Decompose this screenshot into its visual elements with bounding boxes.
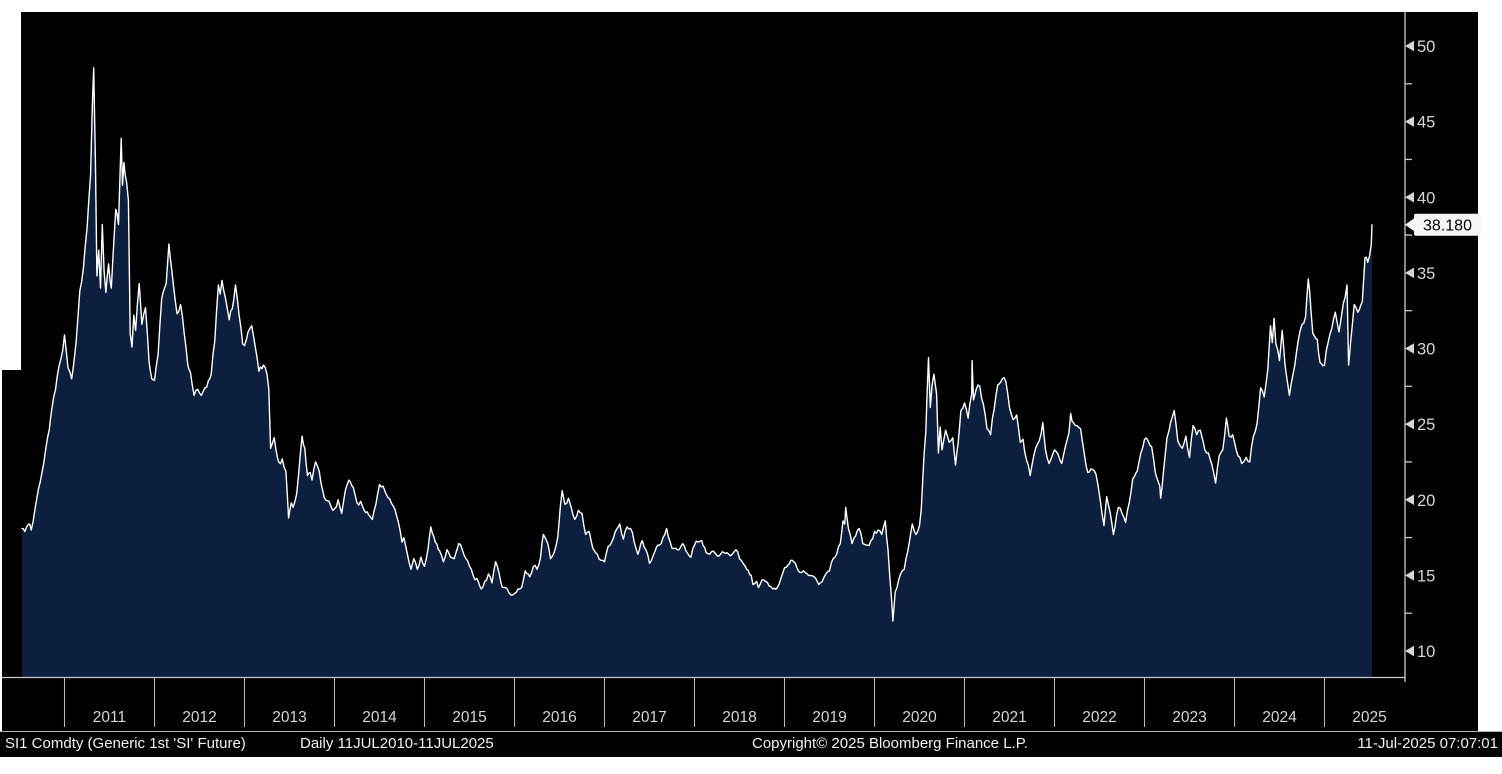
paste-margin-left [0,0,21,370]
x-year-label-2017: 2017 [632,709,666,726]
x-year-label-2015: 2015 [452,709,486,726]
x-year-label-2018: 2018 [722,709,756,726]
x-year-label-2020: 2020 [902,709,937,726]
last-price-bubble-arrow-icon [1405,217,1415,232]
y-tick-arrow-icon [1405,343,1414,354]
y-axis-label-30: 30 [1417,341,1435,359]
y-axis-label-20: 20 [1417,492,1435,510]
y-tick-arrow-icon [1405,40,1414,52]
y-tick-arrow-icon [1405,418,1414,430]
footer-instrument: SI1 Comdty (Generic 1st 'SI' Future) [5,735,246,752]
y-axis-label-35: 35 [1417,265,1435,283]
x-year-label-2013: 2013 [272,709,306,726]
x-year-label-2011: 2011 [93,709,126,726]
x-year-label-2023: 2023 [1172,709,1206,726]
x-year-label-2022: 2022 [1082,709,1116,726]
footer-bar: SI1 Comdty (Generic 1st 'SI' Future) Dai… [0,731,1502,757]
y-tick-arrow-icon [1405,645,1414,657]
x-year-label-2012: 2012 [182,709,216,726]
y-tick-arrow-icon [1405,570,1414,581]
price-line [21,67,1373,622]
y-axis-label-50: 50 [1417,38,1435,56]
y-tick-arrow-icon [1405,494,1414,505]
y-axis-label-10: 10 [1417,643,1435,661]
x-year-label-2025: 2025 [1352,709,1386,726]
price-area-fill [22,67,1372,678]
y-axis-label-15: 15 [1417,567,1435,585]
last-price-bubble [1414,213,1481,236]
x-year-label-2016: 2016 [542,709,576,726]
y-tick-arrow-icon [1405,267,1414,279]
last-price-value: 38.180 [1423,217,1472,234]
y-axis-label-45: 45 [1417,114,1435,132]
x-year-label-2021: 2021 [992,709,1026,726]
x-year-label-2024: 2024 [1262,709,1297,726]
x-year-label-2014: 2014 [362,709,397,726]
y-axis-label-40: 40 [1417,189,1435,207]
y-axis-label-25: 25 [1417,416,1435,434]
footer-timestamp: 11-Jul-2025 07:07:01 [1357,735,1498,752]
footer-copyright: Copyright© 2025 Bloomberg Finance L.P. [752,735,1028,752]
x-year-label-2019: 2019 [812,709,846,726]
y-tick-arrow-icon [1405,192,1414,203]
y-tick-arrow-icon [1405,116,1414,127]
footer-period: Daily 11JUL2010-11JUL2025 [300,735,494,752]
